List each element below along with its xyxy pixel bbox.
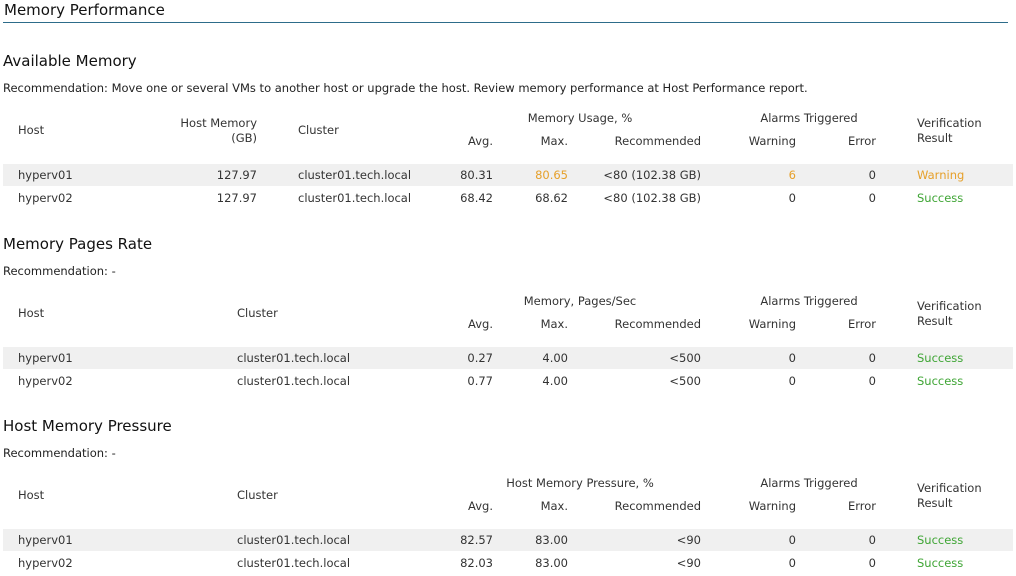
cell-avg: 68.42 [460,191,493,205]
col-header-error: Error [847,499,876,513]
cell-max: 83.00 [535,533,568,547]
recommendation-host-memory-pressure: Recommendation: - [3,446,116,460]
cell-cluster: cluster01.tech.local [298,168,412,182]
cell-warning-count: 0 [788,374,796,388]
cell-recommended: <80 (102.38 GB) [603,191,701,205]
col-header-verification: Verification [917,481,982,495]
col-header-warning: Warning [748,134,796,148]
cell-recommended: <80 (102.38 GB) [603,168,701,182]
table-row [3,529,1013,551]
cell-cluster: cluster01.tech.local [237,556,351,570]
recommendation-available-memory: Recommendation: Move one or several VMs … [3,81,808,95]
cell-host-memory: 127.97 [216,191,257,205]
col-header-cluster: Cluster [298,123,339,137]
col-header-verification: Verification [917,299,982,313]
cell-cluster: cluster01.tech.local [298,191,412,205]
cell-result: Success [917,533,964,547]
col-header-verification-result: Result [917,314,953,328]
cell-host: hyperv02 [18,191,73,205]
recommendation-memory-pages-rate: Recommendation: - [3,264,116,278]
col-header-max: Max. [540,134,568,148]
cell-host: hyperv01 [18,351,73,365]
col-header-max: Max. [540,317,568,331]
col-header-recommended: Recommended [614,134,701,148]
col-header-host: Host [18,306,45,320]
cell-error-count: 0 [868,351,876,365]
cell-error-count: 0 [868,374,876,388]
group-header-alarms: Alarms Triggered [760,111,858,125]
col-header-avg: Avg. [468,499,493,513]
group-header-alarms: Alarms Triggered [760,476,858,490]
cell-recommended: <90 [676,533,701,547]
cell-error-count: 0 [868,556,876,570]
group-header-memory-usage: Memory Usage, % [527,111,633,125]
col-header-host: Host [18,488,45,502]
col-header-cluster: Cluster [237,306,278,320]
cell-cluster: cluster01.tech.local [237,351,351,365]
cell-error-count: 0 [868,168,876,182]
cell-max: 4.00 [542,374,568,388]
col-header-recommended: Recommended [614,317,701,331]
col-header-max: Max. [540,499,568,513]
cell-result: Success [917,191,964,205]
cell-host: hyperv02 [18,556,73,570]
table-row [3,164,1013,186]
cell-warning-count: 6 [788,168,796,182]
cell-avg: 80.31 [460,168,493,182]
col-header-error: Error [847,134,876,148]
cell-host: hyperv01 [18,533,73,547]
section-title-available-memory: Available Memory [3,52,137,70]
cell-cluster: cluster01.tech.local [237,374,351,388]
cell-cluster: cluster01.tech.local [237,533,351,547]
col-header-verification: Verification [917,116,982,130]
cell-error-count: 0 [868,533,876,547]
cell-avg: 0.27 [467,351,493,365]
cell-result: Success [917,556,964,570]
cell-host: hyperv02 [18,374,73,388]
cell-avg: 82.03 [460,556,493,570]
cell-avg: 82.57 [460,533,493,547]
cell-max: 68.62 [535,191,568,205]
cell-max: 83.00 [535,556,568,570]
cell-warning-count: 0 [788,556,796,570]
col-header-verification-result: Result [917,496,953,510]
cell-error-count: 0 [868,191,876,205]
cell-recommended: <90 [676,556,701,570]
col-header-avg: Avg. [468,317,493,331]
col-header-cluster: Cluster [237,488,278,502]
col-header-host-memory: Host Memory [180,116,257,130]
col-header-recommended: Recommended [614,499,701,513]
table-row [3,347,1013,369]
section-title-memory-pages-rate: Memory Pages Rate [3,235,153,253]
cell-warning-count: 0 [788,191,796,205]
group-header-host-memory-pressure: Host Memory Pressure, % [506,476,654,490]
col-header-error: Error [847,317,876,331]
cell-result: Warning [917,168,965,182]
cell-max: 4.00 [542,351,568,365]
cell-result: Success [917,374,964,388]
section-title-host-memory-pressure: Host Memory Pressure [3,417,172,435]
cell-avg: 0.77 [467,374,493,388]
col-header-host: Host [18,123,45,137]
col-header-avg: Avg. [468,134,493,148]
col-header-warning: Warning [748,499,796,513]
cell-max: 80.65 [535,168,568,182]
page-title: Memory Performance [4,1,165,19]
title-divider [3,22,1008,23]
cell-result: Success [917,351,964,365]
group-header-alarms: Alarms Triggered [760,294,858,308]
cell-recommended: <500 [669,374,701,388]
cell-warning-count: 0 [788,533,796,547]
group-header-memory-pages: Memory, Pages/Sec [523,294,637,308]
cell-host-memory: 127.97 [216,168,257,182]
cell-warning-count: 0 [788,351,796,365]
cell-host: hyperv01 [18,168,73,182]
cell-recommended: <500 [669,351,701,365]
col-header-host-memory-unit: (GB) [231,131,257,145]
col-header-verification-result: Result [917,131,953,145]
col-header-warning: Warning [748,317,796,331]
